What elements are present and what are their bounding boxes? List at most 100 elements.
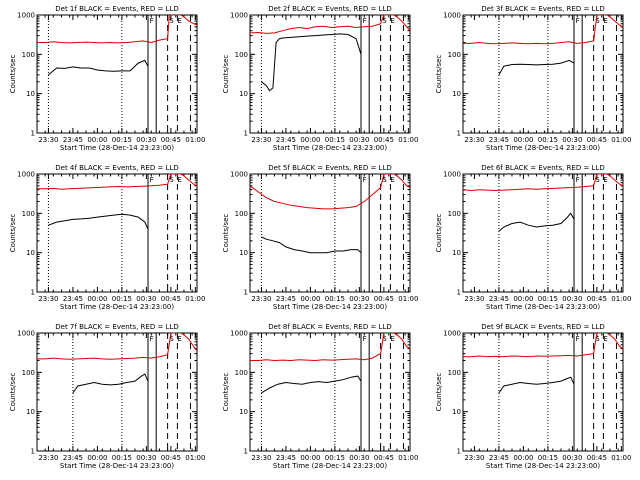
x-tick-label: 00:00	[87, 136, 107, 144]
x-tick-label: 23:30	[38, 295, 58, 303]
series-lld-line	[250, 15, 410, 34]
x-tick-label: 00:15	[112, 295, 132, 303]
x-tick-label: 00:15	[538, 295, 558, 303]
marker-letter: F	[576, 335, 580, 343]
x-tick-label: 00:45	[374, 454, 394, 462]
panel-det-7: Det 7f BLACK = Events, RED = LLD 1 10 100 10…	[9, 323, 205, 470]
marker-letter: E	[603, 176, 607, 184]
x-tick-label: 00:00	[300, 295, 320, 303]
y-tick-label: 1000	[17, 171, 35, 179]
x-tick-label: 01:00	[611, 454, 631, 462]
y-tick-label: 1000	[230, 330, 248, 338]
y-tick-label: 1	[457, 289, 461, 297]
marker-letter: F	[576, 176, 580, 184]
x-tick-label: 00:00	[513, 136, 533, 144]
series-events-line	[72, 373, 149, 394]
plot-frame	[249, 14, 411, 134]
plot-frame	[462, 173, 624, 293]
y-tick-label: 100	[22, 369, 35, 377]
plot-frame	[462, 332, 624, 452]
x-tick-label: 23:45	[489, 454, 509, 462]
panel-title: Det 3f BLACK = Events, RED = LLD	[481, 5, 604, 13]
marker-letter: E	[390, 176, 394, 184]
y-tick-label: 10	[26, 408, 35, 416]
panel-det-5: Det 5f BLACK = Events, RED = LLD 1 10 100 10…	[222, 164, 418, 311]
x-tick-label: 00:15	[112, 136, 132, 144]
x-tick-label: 00:30	[349, 136, 369, 144]
y-tick-label: 10	[452, 90, 461, 98]
x-tick-label: 00:15	[325, 136, 345, 144]
panel-title: Det 6f BLACK = Events, RED = LLD	[481, 164, 604, 172]
x-tick-label: 00:30	[136, 454, 156, 462]
y-tick-label: 1	[244, 130, 248, 138]
x-tick-label: 23:45	[489, 295, 509, 303]
y-axis-label: Counts/sec	[435, 214, 443, 253]
y-tick-label: 100	[235, 369, 248, 377]
marker-letter: F	[150, 335, 154, 343]
y-tick-label: 1000	[443, 12, 461, 20]
x-axis-label: Start Time (28-Dec-14 23:23:00)	[60, 144, 174, 152]
y-tick-label: 100	[235, 210, 248, 218]
series-lld-line	[250, 174, 410, 210]
y-tick-label: 1	[244, 448, 248, 456]
y-tick-label: 10	[452, 408, 461, 416]
marker-letter: E	[177, 335, 181, 343]
panel-title: Det 5f BLACK = Events, RED = LLD	[268, 164, 391, 172]
y-tick-label: 1000	[17, 12, 35, 20]
marker-letter: S	[382, 335, 387, 343]
x-tick-label: 01:00	[185, 454, 205, 462]
series-events-line	[48, 59, 149, 76]
x-tick-label: 00:45	[161, 454, 181, 462]
y-tick-label: 10	[26, 249, 35, 257]
panel-det-1: Det 1f BLACK = Events, RED = LLD 1 10 100 10…	[9, 5, 205, 152]
y-tick-label: 1	[31, 448, 35, 456]
marker-letter: S	[382, 176, 387, 184]
x-tick-label: 00:30	[562, 295, 582, 303]
panel-title: Det 7f BLACK = Events, RED = LLD	[55, 323, 178, 331]
x-tick-label: 00:00	[300, 136, 320, 144]
marker-letter: S	[169, 176, 174, 184]
x-axis-label: Start Time (28-Dec-14 23:23:00)	[273, 144, 387, 152]
y-axis-label: Counts/sec	[9, 55, 17, 94]
y-tick-label: 10	[239, 90, 248, 98]
series-lld-line	[37, 15, 197, 44]
panel-det-8: Det 8f BLACK = Events, RED = LLD 1 10 100 10…	[222, 323, 418, 470]
x-tick-label: 23:45	[63, 136, 83, 144]
y-tick-label: 100	[235, 51, 248, 59]
plot-frame	[249, 332, 411, 452]
marker-letter: S	[382, 17, 387, 25]
x-tick-label: 23:45	[489, 136, 509, 144]
y-axis-label: Counts/sec	[222, 55, 230, 94]
x-tick-label: 00:45	[161, 295, 181, 303]
series-events-line	[498, 59, 575, 76]
series-events-line	[261, 33, 362, 92]
y-tick-label: 100	[448, 369, 461, 377]
x-tick-label: 00:15	[538, 136, 558, 144]
x-tick-label: 00:30	[136, 295, 156, 303]
series-events-line	[48, 213, 149, 230]
y-tick-label: 1000	[230, 171, 248, 179]
x-tick-label: 01:00	[398, 454, 418, 462]
x-tick-label: 01:00	[185, 295, 205, 303]
x-tick-label: 23:30	[38, 454, 58, 462]
x-tick-label: 23:30	[464, 454, 484, 462]
y-tick-label: 1000	[443, 171, 461, 179]
marker-letter: E	[177, 17, 181, 25]
x-axis-label: Start Time (28-Dec-14 23:23:00)	[486, 303, 600, 311]
marker-letter: F	[576, 17, 580, 25]
plot-frame	[249, 173, 411, 293]
series-lld-line	[37, 333, 197, 360]
series-lld-line	[463, 174, 623, 192]
y-tick-label: 1	[31, 130, 35, 138]
x-tick-label: 00:45	[374, 295, 394, 303]
x-tick-label: 23:45	[63, 295, 83, 303]
y-axis-label: Counts/sec	[9, 214, 17, 253]
y-tick-label: 1	[244, 289, 248, 297]
panel-det-4: Det 4f BLACK = Events, RED = LLD 1 10 100 10…	[9, 164, 205, 311]
series-events-line	[498, 376, 575, 394]
y-tick-label: 1	[31, 289, 35, 297]
y-tick-label: 10	[239, 408, 248, 416]
panel-det-6: Det 6f BLACK = Events, RED = LLD 1 10 100 10…	[435, 164, 631, 311]
y-axis-label: Counts/sec	[435, 373, 443, 412]
